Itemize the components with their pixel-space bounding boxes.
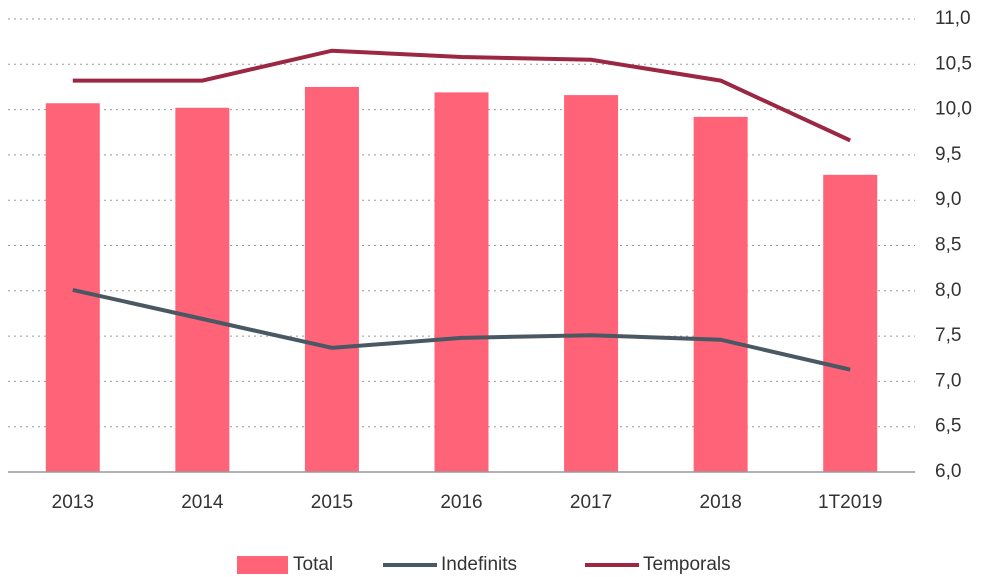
legend-label: Temporals bbox=[643, 554, 731, 575]
y-tick-label: 10,5 bbox=[935, 53, 972, 74]
y-tick-label: 8,5 bbox=[935, 235, 961, 256]
bar bbox=[823, 174, 878, 472]
legend-swatch bbox=[237, 556, 288, 574]
y-tick-label: 9,5 bbox=[935, 144, 961, 165]
y-tick-label: 7,5 bbox=[935, 325, 961, 346]
bar bbox=[304, 86, 359, 472]
bar bbox=[434, 92, 489, 473]
y-tick-label: 6,5 bbox=[935, 416, 961, 437]
x-tick-label: 2013 bbox=[52, 492, 94, 513]
bar bbox=[564, 95, 619, 472]
x-tick-label: 1T2019 bbox=[818, 492, 882, 513]
x-tick-label: 2017 bbox=[570, 492, 612, 513]
legend-label: Total bbox=[293, 554, 333, 575]
bar bbox=[175, 107, 230, 473]
y-tick-label: 10,0 bbox=[935, 99, 972, 120]
y-tick-label: 7,0 bbox=[935, 370, 961, 391]
bar bbox=[45, 103, 100, 473]
x-tick-label: 2014 bbox=[181, 492, 224, 513]
line-series bbox=[72, 48, 852, 143]
y-tick-label: 9,0 bbox=[935, 189, 961, 210]
x-tick-label: 2018 bbox=[700, 492, 742, 513]
bar bbox=[693, 116, 748, 473]
y-tick-label: 11,0 bbox=[935, 8, 971, 29]
x-tick-label: 2016 bbox=[440, 492, 482, 513]
line-series bbox=[72, 287, 851, 372]
x-tick-label: 2015 bbox=[311, 492, 353, 513]
legend-label: Indefinits bbox=[441, 554, 517, 575]
y-tick-label: 8,0 bbox=[935, 280, 961, 301]
y-tick-label: 6,0 bbox=[935, 461, 961, 482]
